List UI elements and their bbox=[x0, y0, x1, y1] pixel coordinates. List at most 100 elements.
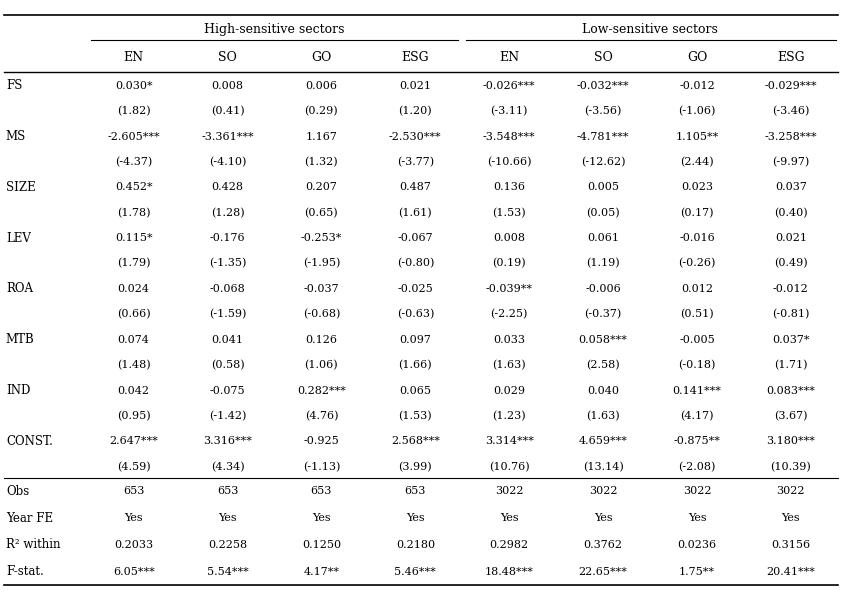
Text: 3022: 3022 bbox=[589, 486, 617, 497]
Text: 6.05***: 6.05*** bbox=[113, 567, 155, 577]
Text: Yes: Yes bbox=[781, 513, 800, 523]
Text: 0.012: 0.012 bbox=[681, 284, 713, 294]
Text: (-2.25): (-2.25) bbox=[491, 309, 528, 320]
Text: -0.025: -0.025 bbox=[397, 284, 433, 294]
Text: 0.2982: 0.2982 bbox=[490, 540, 529, 550]
Text: -0.005: -0.005 bbox=[679, 335, 715, 345]
Text: (-2.08): (-2.08) bbox=[679, 462, 716, 472]
Text: EN: EN bbox=[499, 51, 520, 64]
Text: (-0.26): (-0.26) bbox=[679, 258, 716, 268]
Text: ESG: ESG bbox=[777, 51, 805, 64]
Text: 3.180***: 3.180*** bbox=[766, 437, 815, 446]
Text: 0.008: 0.008 bbox=[493, 233, 525, 243]
Text: Low-sensitive sectors: Low-sensitive sectors bbox=[582, 23, 718, 36]
Text: (0.49): (0.49) bbox=[774, 258, 807, 268]
Text: 4.659***: 4.659*** bbox=[578, 437, 627, 446]
Text: -0.253*: -0.253* bbox=[301, 233, 342, 243]
Text: Yes: Yes bbox=[125, 513, 143, 523]
Text: (-3.56): (-3.56) bbox=[584, 106, 621, 116]
Text: 0.058***: 0.058*** bbox=[578, 335, 627, 345]
Text: (-1.95): (-1.95) bbox=[303, 258, 340, 268]
Text: (1.19): (1.19) bbox=[586, 258, 620, 268]
Text: (-9.97): (-9.97) bbox=[772, 157, 809, 167]
Text: 0.023: 0.023 bbox=[681, 182, 713, 192]
Text: (0.19): (0.19) bbox=[493, 258, 526, 268]
Text: -3.361***: -3.361*** bbox=[201, 131, 254, 141]
Text: 0.0236: 0.0236 bbox=[678, 540, 717, 550]
Text: 3.316***: 3.316*** bbox=[203, 437, 252, 446]
Text: Obs: Obs bbox=[6, 485, 29, 498]
Text: (1.63): (1.63) bbox=[493, 360, 526, 370]
Text: 653: 653 bbox=[123, 486, 144, 497]
Text: -0.006: -0.006 bbox=[585, 284, 621, 294]
Text: Yes: Yes bbox=[594, 513, 612, 523]
Text: Yes: Yes bbox=[688, 513, 706, 523]
Text: 653: 653 bbox=[311, 486, 332, 497]
Text: (0.29): (0.29) bbox=[305, 106, 338, 116]
Text: (-3.11): (-3.11) bbox=[491, 106, 528, 116]
Text: 0.1250: 0.1250 bbox=[302, 540, 341, 550]
Text: High-sensitive sectors: High-sensitive sectors bbox=[205, 23, 344, 36]
Text: 0.042: 0.042 bbox=[118, 386, 150, 396]
Text: 0.115*: 0.115* bbox=[115, 233, 152, 243]
Text: 0.024: 0.024 bbox=[118, 284, 150, 294]
Text: (10.76): (10.76) bbox=[489, 462, 530, 472]
Text: (1.63): (1.63) bbox=[586, 411, 620, 421]
Text: 0.021: 0.021 bbox=[775, 233, 807, 243]
Text: (-0.63): (-0.63) bbox=[397, 309, 434, 320]
Text: MTB: MTB bbox=[6, 333, 35, 346]
Text: 0.021: 0.021 bbox=[399, 81, 431, 91]
Text: 3022: 3022 bbox=[776, 486, 805, 497]
Text: SO: SO bbox=[594, 51, 612, 64]
Text: Year FE: Year FE bbox=[6, 512, 53, 525]
Text: -4.781***: -4.781*** bbox=[577, 131, 629, 141]
Text: ROA: ROA bbox=[6, 282, 33, 295]
Text: (10.39): (10.39) bbox=[770, 462, 811, 472]
Text: 0.040: 0.040 bbox=[587, 386, 619, 396]
Text: -0.925: -0.925 bbox=[304, 437, 339, 446]
Text: (1.82): (1.82) bbox=[117, 106, 151, 116]
Text: (1.28): (1.28) bbox=[210, 207, 244, 218]
Text: 1.105**: 1.105** bbox=[675, 131, 718, 141]
Text: -0.029***: -0.029*** bbox=[765, 81, 818, 91]
Text: (-0.18): (-0.18) bbox=[679, 360, 716, 370]
Text: (2.44): (2.44) bbox=[680, 157, 714, 167]
Text: -0.875**: -0.875** bbox=[674, 437, 721, 446]
Text: -0.067: -0.067 bbox=[397, 233, 433, 243]
Text: (1.06): (1.06) bbox=[305, 360, 338, 370]
Text: -0.075: -0.075 bbox=[210, 386, 245, 396]
Text: IND: IND bbox=[6, 384, 30, 397]
Text: 0.083***: 0.083*** bbox=[766, 386, 815, 396]
Text: (1.61): (1.61) bbox=[398, 207, 432, 218]
Text: -3.548***: -3.548*** bbox=[483, 131, 536, 141]
Text: 0.3762: 0.3762 bbox=[584, 540, 622, 550]
Text: 2.647***: 2.647*** bbox=[109, 437, 158, 446]
Text: (1.53): (1.53) bbox=[493, 207, 526, 218]
Text: -0.032***: -0.032*** bbox=[577, 81, 630, 91]
Text: 0.428: 0.428 bbox=[211, 182, 243, 192]
Text: Yes: Yes bbox=[312, 513, 331, 523]
Text: 3022: 3022 bbox=[495, 486, 524, 497]
Text: (4.59): (4.59) bbox=[117, 462, 151, 472]
Text: (-1.42): (-1.42) bbox=[209, 411, 246, 421]
Text: 0.065: 0.065 bbox=[399, 386, 431, 396]
Text: 4.17**: 4.17** bbox=[303, 567, 339, 577]
Text: (0.41): (0.41) bbox=[210, 106, 244, 116]
Text: (-3.77): (-3.77) bbox=[397, 157, 434, 167]
Text: -0.068: -0.068 bbox=[210, 284, 245, 294]
Text: 3.314***: 3.314*** bbox=[485, 437, 534, 446]
Text: (4.76): (4.76) bbox=[305, 411, 338, 421]
Text: (1.79): (1.79) bbox=[117, 258, 151, 268]
Text: -0.026***: -0.026*** bbox=[483, 81, 536, 91]
Text: (4.34): (4.34) bbox=[210, 462, 244, 472]
Text: (0.51): (0.51) bbox=[680, 309, 714, 320]
Text: (-12.62): (-12.62) bbox=[581, 157, 626, 167]
Text: 1.167: 1.167 bbox=[306, 131, 338, 141]
Text: (0.17): (0.17) bbox=[680, 207, 714, 218]
Text: -0.012: -0.012 bbox=[679, 81, 715, 91]
Text: (0.40): (0.40) bbox=[774, 207, 807, 218]
Text: F-stat.: F-stat. bbox=[6, 565, 44, 578]
Text: (-1.06): (-1.06) bbox=[679, 106, 716, 116]
Text: 0.033: 0.033 bbox=[493, 335, 525, 345]
Text: (-1.35): (-1.35) bbox=[209, 258, 246, 268]
